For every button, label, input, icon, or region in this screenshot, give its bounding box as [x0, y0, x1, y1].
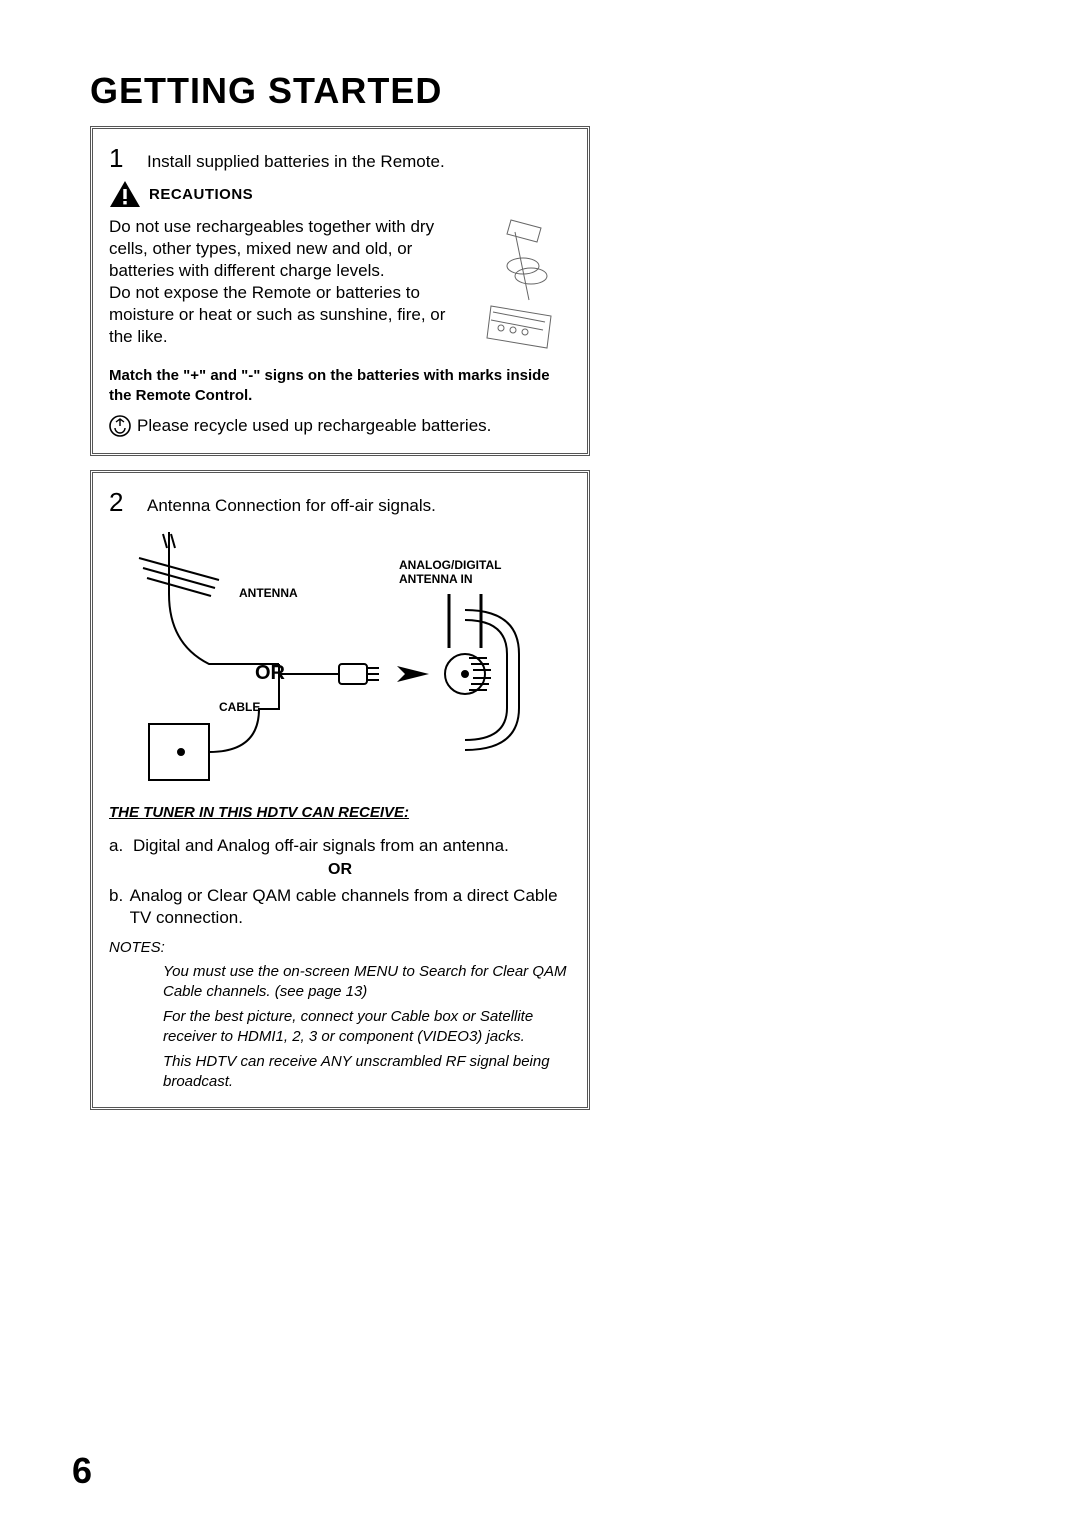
step-1-card: 1 Install supplied batteries in the Remo… [90, 126, 590, 456]
recautions-body: Do not use rechargeables together with d… [109, 216, 461, 356]
diagram-or-label: OR [255, 662, 285, 685]
item-a-letter: a. [109, 835, 127, 857]
analog-digital-label: ANALOG/DIGITAL ANTENNA IN [399, 558, 501, 586]
tuner-heading: THE TUNER IN THIS HDTV CAN RECEIVE: [109, 804, 571, 821]
note-3: This HDTV can receive ANY unscrambled RF… [163, 1052, 571, 1091]
recycle-text: Please recycle used up rechargeable batt… [137, 416, 491, 436]
step-2-header: 2 Antenna Connection for off-air signals… [109, 487, 571, 518]
remote-batteries-illustration [471, 216, 571, 356]
antenna-diagram-svg [109, 524, 577, 784]
page: GETTING STARTED 1 Install supplied batte… [0, 0, 1080, 1532]
page-number: 6 [72, 1450, 92, 1492]
note-2: For the best picture, connect your Cable… [163, 1007, 571, 1046]
recautions-row: RECAUTIONS [109, 180, 571, 208]
item-b-letter: b. [109, 885, 124, 929]
step-2-text: Antenna Connection for off-air signals. [147, 496, 436, 516]
cable-label: CABLE [219, 700, 260, 714]
antenna-diagram: ANTENNA ANALOG/DIGITAL ANTENNA IN OR CAB… [109, 524, 571, 784]
step-2-card: 2 Antenna Connection for off-air signals… [90, 470, 590, 1110]
step-1-text: Install supplied batteries in the Remote… [147, 152, 445, 172]
recautions-body-row: Do not use rechargeables together with d… [109, 216, 571, 356]
analog-digital-line1: ANALOG/DIGITAL [399, 558, 501, 572]
notes-label: NOTES: [109, 939, 571, 956]
recycle-row: Please recycle used up rechargeable batt… [109, 415, 571, 437]
tuner-item-b: b. Analog or Clear QAM cable channels fr… [109, 885, 571, 929]
step-2-number: 2 [109, 487, 129, 518]
polarity-note: Match the "+" and "-" signs on the batte… [109, 366, 571, 405]
step-1-number: 1 [109, 143, 129, 174]
page-title: GETTING STARTED [90, 70, 1010, 112]
warning-icon [109, 180, 141, 208]
analog-digital-line2: ANTENNA IN [399, 572, 501, 586]
tuner-item-a: a. Digital and Analog off-air signals fr… [109, 835, 571, 857]
tuner-or: OR [109, 861, 571, 879]
item-b-text: Analog or Clear QAM cable channels from … [130, 885, 571, 929]
step-1-header: 1 Install supplied batteries in the Remo… [109, 143, 571, 174]
recycle-icon [109, 415, 131, 437]
item-a-text: Digital and Analog off-air signals from … [133, 835, 509, 857]
antenna-label: ANTENNA [239, 586, 298, 600]
recautions-label: RECAUTIONS [149, 186, 253, 203]
note-1: You must use the on-screen MENU to Searc… [163, 962, 571, 1001]
